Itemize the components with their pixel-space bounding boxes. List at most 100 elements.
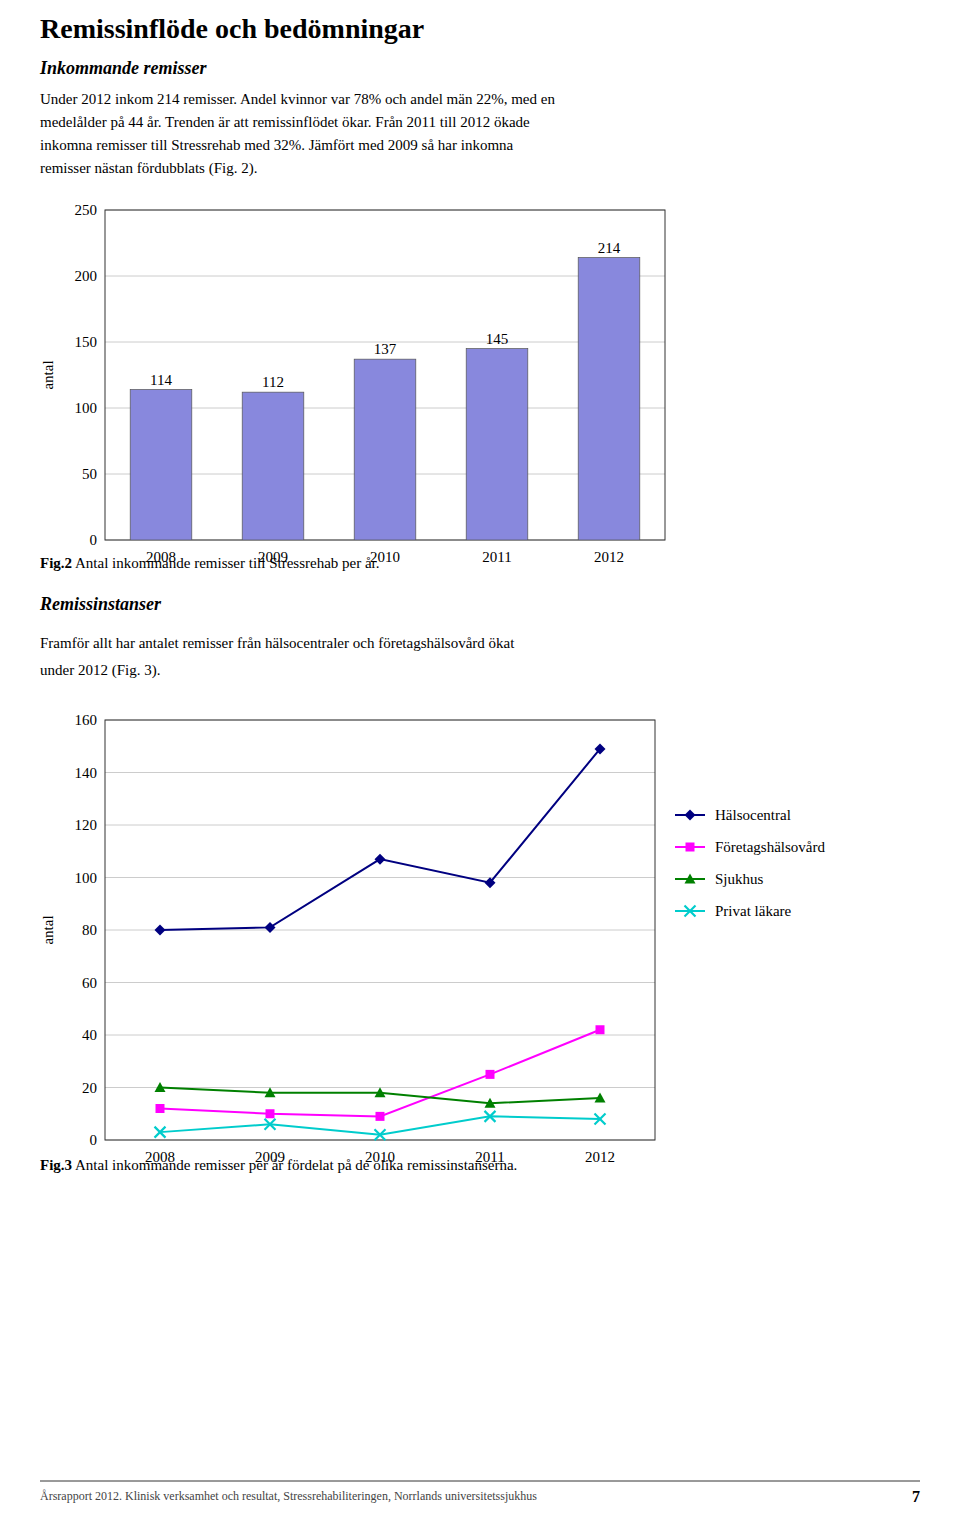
footer-text: Årsrapport 2012. Klinisk verksamhet och … [40, 1489, 537, 1503]
y-tick-label: 40 [82, 1027, 97, 1043]
marker-stroke [265, 1119, 276, 1130]
y-tick-label: 60 [82, 975, 97, 991]
page: Remissinflöde och bedömningar Inkommande … [0, 0, 960, 1525]
legend-marker [685, 810, 696, 821]
legend: Hälsocentral Företagshälsovård Sjukhus Priv… [675, 807, 825, 919]
x-tick-label: 2011 [482, 549, 511, 565]
plot-frame [105, 210, 665, 540]
y-tick-label: 250 [75, 202, 98, 218]
series-line [160, 1088, 600, 1104]
grid-line [105, 1035, 655, 1036]
caption-label: Fig.2 [40, 555, 72, 571]
bar [242, 392, 304, 540]
y-tick-label: 80 [82, 922, 97, 938]
marker-stroke [595, 1114, 606, 1125]
y-tick-label: 160 [75, 712, 98, 728]
caption-text: Antal inkommande remisser per år fördela… [72, 1157, 517, 1173]
y-tick-label: 140 [75, 765, 98, 781]
marker-stroke [375, 1129, 386, 1140]
series-line [160, 749, 600, 930]
caption-label: Fig.3 [40, 1157, 72, 1173]
legend-entry: Hälsocentral [715, 807, 791, 823]
marker-stroke [485, 1111, 496, 1122]
marker [485, 877, 496, 888]
marker-stroke [375, 1129, 386, 1140]
y-tick-label: 20 [82, 1080, 97, 1096]
caption: Fig.3 Antal inkommande remisser per år f… [40, 1157, 517, 1173]
y-tick-label: 200 [75, 268, 98, 284]
marker [595, 1114, 606, 1125]
marker [596, 1025, 605, 1034]
data-label: 145 [486, 331, 509, 347]
y-tick-label: 50 [82, 466, 97, 482]
y-tick-label: 120 [75, 817, 98, 833]
section-title: Remissinstanser [39, 594, 162, 614]
grid-line [105, 825, 655, 826]
marker-stroke [685, 906, 696, 917]
marker [375, 1087, 386, 1097]
lines [160, 749, 600, 1135]
marker-stroke [265, 1119, 276, 1130]
series-line [160, 1030, 600, 1117]
bars [130, 258, 640, 540]
legend-marker [685, 906, 696, 917]
x-tick-label: 2012 [585, 1149, 615, 1165]
section-title: Inkommande remisser [39, 58, 208, 78]
marker [155, 925, 166, 936]
data-label: 114 [150, 372, 172, 388]
marker [595, 1093, 606, 1103]
body-text: inkomna remisser till Stressrehab med 32… [40, 137, 514, 153]
y-tick-label: 0 [90, 532, 98, 548]
plot-frame [105, 720, 655, 1140]
grid-line [105, 982, 655, 983]
data-label: 112 [262, 374, 284, 390]
marker [486, 1070, 495, 1079]
page-title: Remissinflöde och bedömningar [40, 13, 424, 44]
line-chart: 020406080100120140160antal20082009201020… [40, 712, 825, 1165]
marker-stroke [155, 1127, 166, 1138]
legend-entry: Sjukhus [715, 871, 764, 887]
caption-text: Antal inkommande remisser till Stressreh… [72, 555, 379, 571]
marker-stroke [485, 1111, 496, 1122]
y-tick-label: 100 [75, 400, 98, 416]
marker-stroke [155, 1127, 166, 1138]
bar [578, 258, 640, 540]
marker [265, 922, 276, 933]
bar [354, 359, 416, 540]
legend-marker [686, 843, 695, 852]
marker-stroke [595, 1114, 606, 1125]
background [0, 0, 960, 1525]
marker [376, 1112, 385, 1121]
body-text: under 2012 (Fig. 3). [40, 662, 160, 679]
marker [265, 1119, 276, 1130]
footer-rule [40, 1481, 920, 1482]
data-label: 137 [374, 341, 397, 357]
y-tick-label: 0 [90, 1132, 98, 1148]
grid-line [105, 772, 655, 773]
marker [375, 854, 386, 865]
legend-marker [685, 874, 696, 884]
marker [155, 1127, 166, 1138]
bar [130, 390, 192, 540]
body-text: Framför allt har antalet remisser från h… [40, 635, 515, 651]
y-axis-label: antal [40, 360, 56, 389]
body-text: Under 2012 inkom 214 remisser. Andel kvi… [40, 91, 555, 107]
marker [265, 1087, 276, 1097]
marker [156, 1104, 165, 1113]
marker [485, 1098, 496, 1108]
marker [595, 743, 606, 754]
marker [155, 1082, 166, 1092]
marker [375, 1129, 386, 1140]
grid-line [105, 877, 655, 878]
legend-entry: Företagshälsovård [715, 839, 825, 855]
marker [266, 1109, 275, 1118]
legend-entry: Privat läkare [715, 903, 792, 919]
page-number: 7 [912, 1488, 920, 1505]
x-tick-label: 2012 [594, 549, 624, 565]
bar [466, 349, 528, 540]
y-axis-label: antal [40, 915, 56, 944]
y-tick-label: 100 [75, 870, 98, 886]
data-label: 214 [598, 240, 621, 256]
marker-stroke [685, 906, 696, 917]
body-text: medelålder på 44 år. Trenden är att remi… [40, 114, 530, 130]
